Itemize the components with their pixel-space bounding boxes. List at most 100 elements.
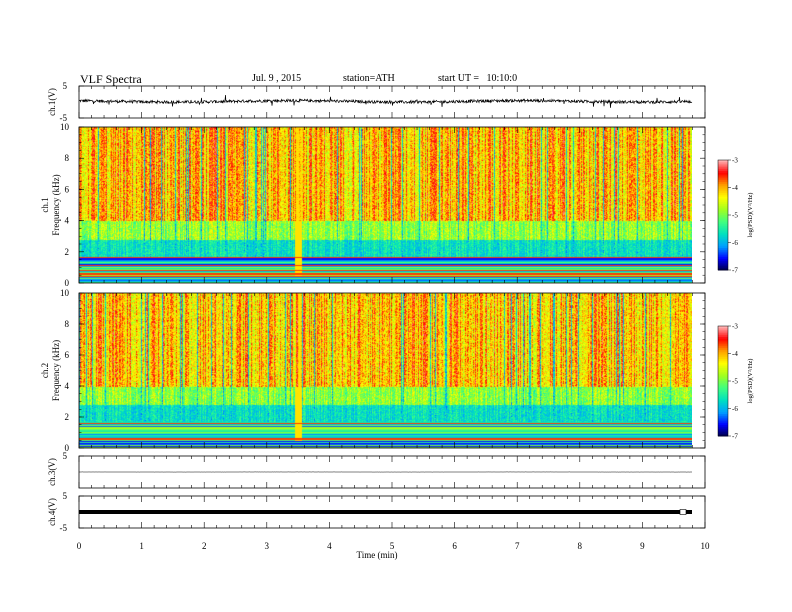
y-axis-label: ch.3(V) xyxy=(47,458,57,486)
colorbar-swatch xyxy=(718,348,728,351)
colorbar-swatch xyxy=(718,165,728,168)
series-line xyxy=(78,94,693,108)
colorbar-tick-label: -4 xyxy=(732,350,738,358)
y-axis-ch3-waveform: ch.3(V) xyxy=(47,458,57,486)
colorbar-swatch xyxy=(718,386,728,389)
colorbar-swatch xyxy=(718,351,728,354)
y-axis-ch1-spectrogram: ch.1 Frequency (kHz) xyxy=(40,174,61,235)
colorbar-swatch xyxy=(718,226,728,229)
colorbar-swatch xyxy=(718,189,728,192)
x-tick-label: 8 xyxy=(578,541,583,551)
colorbar-swatch xyxy=(718,182,728,185)
colorbar-swatch xyxy=(718,264,728,267)
colorbar-swatch xyxy=(718,353,728,356)
colorbar-swatch xyxy=(718,224,728,227)
y-tick-label: 6 xyxy=(65,184,70,194)
colorbar-swatch xyxy=(718,231,728,234)
colorbar-swatch xyxy=(718,337,728,340)
colorbar-swatch xyxy=(718,163,728,166)
colorbar-swatch xyxy=(718,371,728,375)
x-tick-label: 4 xyxy=(327,541,332,551)
colorbar-tick-label: -6 xyxy=(732,239,738,247)
colorbar-swatch xyxy=(718,362,728,365)
colorbar-swatch xyxy=(718,364,728,367)
colorbar-tick-label: -6 xyxy=(732,405,738,413)
colorbar-swatch xyxy=(718,187,728,190)
colorbar-swatch xyxy=(718,257,728,260)
colorbar-swatch xyxy=(718,260,728,264)
colorbar-swatch xyxy=(718,176,728,179)
colorbar-swatch xyxy=(718,266,728,269)
y-axis-label: ch.1 xyxy=(40,197,50,212)
y-axis-label: ch.2 xyxy=(40,363,50,378)
y-tick-label: -5 xyxy=(60,113,68,123)
colorbar-swatch xyxy=(718,399,728,402)
colorbar-swatch xyxy=(718,253,728,256)
colorbar-swatch xyxy=(718,382,728,386)
y-tick-label: 2 xyxy=(65,247,70,257)
colorbar-swatch xyxy=(718,251,728,254)
colorbar-swatch xyxy=(718,346,728,349)
colorbar-swatch xyxy=(718,377,728,380)
y-axis-label: Frequency (kHz) xyxy=(51,174,61,235)
colorbar-swatch xyxy=(718,419,728,422)
colorbar-swatch xyxy=(718,340,728,343)
y-axis-ch2-spectrogram: ch.2 Frequency (kHz) xyxy=(40,340,61,401)
station-label: station=ATH xyxy=(343,73,395,84)
date-label: Jul. 9 , 2015 xyxy=(252,73,302,84)
colorbar-swatch xyxy=(718,259,728,262)
y-axis-label: Frequency (kHz) xyxy=(51,340,61,401)
colorbar-swatch xyxy=(718,414,728,417)
colorbar-swatch xyxy=(718,421,728,424)
colorbar-swatch xyxy=(718,204,728,207)
colorbar-swatch xyxy=(718,255,728,258)
colorbar-swatch xyxy=(718,268,728,271)
colorbar-swatch xyxy=(718,408,728,411)
colorbar-swatch xyxy=(718,430,728,433)
colorbar-swatch xyxy=(718,370,728,373)
y-tick-label: 4 xyxy=(65,381,70,391)
colorbar-swatch xyxy=(718,406,728,409)
colorbar-swatch xyxy=(718,237,728,240)
colorbar-swatch xyxy=(718,425,728,428)
colorbar-swatch xyxy=(718,194,728,198)
x-tick-label: 9 xyxy=(640,541,645,551)
colorbar-tick-label: -5 xyxy=(732,212,738,220)
colorbar-swatch xyxy=(718,327,728,331)
y-tick-label: 0 xyxy=(65,278,70,288)
colorbar-swatch xyxy=(718,227,728,231)
colorbar-swatch xyxy=(718,344,728,347)
colorbar-swatch xyxy=(718,403,728,406)
colorbar-swatch xyxy=(718,209,728,212)
colorbar-swatch xyxy=(718,349,728,353)
colorbar-swatch xyxy=(718,415,728,419)
y-axis-ch4-waveform: ch.4(V) xyxy=(47,498,57,526)
colorbar-swatch xyxy=(718,196,728,199)
start-time-label: start UT = 10:10:0 xyxy=(438,73,518,84)
colorbar-swatch xyxy=(718,222,728,225)
colorbar-swatch xyxy=(718,215,728,218)
spectrogram-image xyxy=(79,127,692,283)
colorbar-swatch xyxy=(718,169,728,172)
colorbar-swatch xyxy=(718,244,728,247)
colorbar-swatch xyxy=(718,393,728,397)
data-gap-marker xyxy=(679,509,687,515)
colorbar-swatch xyxy=(718,373,728,376)
colorbar-swatch xyxy=(718,235,728,238)
colorbar-swatch xyxy=(718,335,728,338)
colorbar-tick-label: -4 xyxy=(732,184,738,192)
colorbar-swatch xyxy=(718,249,728,253)
colorbar-swatch xyxy=(718,404,728,408)
x-tick-label: 3 xyxy=(265,541,270,551)
colorbar-tick-label: -3 xyxy=(732,157,738,165)
colorbar-swatch xyxy=(718,238,728,242)
y-tick-label: 8 xyxy=(65,153,70,163)
colorbar-swatch xyxy=(718,355,728,358)
x-tick-label: 5 xyxy=(390,541,395,551)
x-tick-label: 10 xyxy=(701,541,711,551)
colorbar-swatch xyxy=(718,171,728,174)
colorbar-swatch xyxy=(718,388,728,391)
colorbar-swatch xyxy=(718,395,728,398)
colorbar-label: log(PSD)(V²/Hz) xyxy=(747,193,754,238)
